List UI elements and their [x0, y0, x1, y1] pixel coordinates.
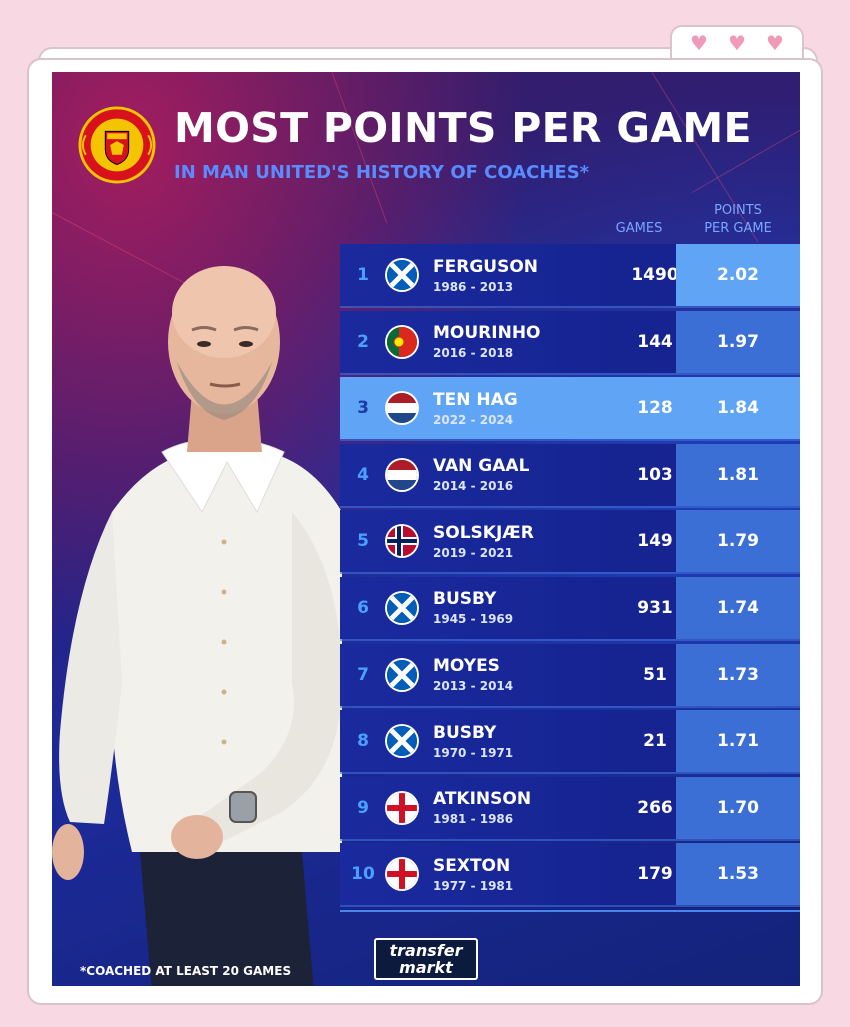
- heart-icon: ♥: [690, 31, 708, 55]
- coach-info: SEXTON 1977 - 1981: [433, 856, 613, 893]
- points-per-game: 1.73: [676, 643, 800, 706]
- column-header-line: PER GAME: [704, 221, 772, 236]
- games-count: 266: [637, 797, 673, 818]
- coach-years: 2013 - 2014: [433, 679, 514, 694]
- coach-ranking-table: 1 FERGUSON 1986 - 2013 1490 2.02 2 MOURINHO 201…: [340, 244, 800, 912]
- coach-info: TEN HAG 2022 - 2024: [433, 390, 613, 427]
- table-row: 2 MOURINHO 2016 - 2018 144 1.97: [340, 310, 800, 375]
- table-row: 10 SEXTON 1977 - 1981 179 1.53: [340, 843, 800, 908]
- rank-number: 7: [357, 664, 369, 685]
- coach-info: FERGUSON 1986 - 2013: [433, 257, 613, 294]
- table-row: 5 SOLSKJÆR 2019 - 2021 149 1.79: [340, 510, 800, 575]
- rank-number: 8: [357, 731, 369, 752]
- poster-title: MOST POINTS PER GAME: [174, 104, 752, 152]
- games-count: 931: [637, 597, 673, 618]
- heart-icon: ♥: [728, 31, 746, 55]
- points-per-game: 1.84: [676, 377, 800, 440]
- games-count: 103: [637, 464, 673, 485]
- footnote: *COACHED AT LEAST 20 GAMES: [80, 964, 292, 978]
- infographic-poster: MOST POINTS PER GAME IN MAN UNITED'S HIS…: [52, 72, 800, 986]
- coach-name: FERGUSON: [433, 256, 538, 277]
- coach-years: 2014 - 2016: [433, 479, 514, 494]
- logo-text: transfer: [389, 941, 463, 960]
- coach-info: MOYES 2013 - 2014: [433, 656, 613, 693]
- rank-number: 1: [357, 265, 369, 285]
- points-per-game: 1.79: [676, 510, 800, 573]
- netherlands-flag-icon: [387, 393, 417, 424]
- column-header-points-per-game: POINTS PER GAME: [692, 202, 784, 238]
- table-row: 4 VAN GAAL 2014 - 2016 103 1.81: [340, 443, 800, 508]
- coach-name: VAN GAAL: [433, 456, 530, 477]
- heart-icon: ♥: [766, 31, 784, 55]
- coach-info: MOURINHO 2016 - 2018: [433, 323, 613, 360]
- club-crest-icon: [78, 106, 156, 184]
- scotland-flag-icon: [387, 659, 417, 690]
- rank-number: 2: [357, 331, 369, 352]
- table-row: 1 FERGUSON 1986 - 2013 1490 2.02: [340, 244, 800, 308]
- rank-number: 6: [357, 597, 369, 618]
- coach-name: MOYES: [433, 656, 500, 677]
- coach-years: 2019 - 2021: [433, 545, 514, 560]
- points-per-game: 1.97: [676, 310, 800, 373]
- coach-photo: [52, 212, 352, 986]
- column-header-line: POINTS: [714, 203, 762, 218]
- games-count: 179: [637, 864, 673, 885]
- coach-years: 1986 - 2013: [433, 279, 514, 294]
- table-row: 3 TEN HAG 2022 - 2024 128 1.84: [340, 377, 800, 442]
- netherlands-flag-icon: [387, 459, 417, 490]
- table-row: 8 BUSBY 1970 - 1971 21 1.71: [340, 710, 800, 775]
- coach-years: 1945 - 1969: [433, 612, 514, 627]
- points-per-game: 1.71: [676, 710, 800, 773]
- table-row: 9 ATKINSON 1981 - 1986 266 1.70: [340, 776, 800, 841]
- points-per-game: 2.02: [676, 244, 800, 306]
- scotland-flag-icon: [387, 726, 417, 757]
- games-count: 144: [637, 331, 673, 352]
- scotland-flag-icon: [387, 592, 417, 623]
- coach-info: VAN GAAL 2014 - 2016: [433, 456, 613, 493]
- coach-years: 1977 - 1981: [433, 878, 514, 893]
- table-row: 7 MOYES 2013 - 2014 51 1.73: [340, 643, 800, 708]
- coach-years: 1970 - 1971: [433, 745, 514, 760]
- games-count: 1490: [631, 265, 679, 285]
- coach-name: ATKINSON: [433, 789, 532, 810]
- rank-number: 5: [357, 531, 369, 552]
- coach-name: MOURINHO: [433, 323, 541, 344]
- points-per-game: 1.53: [676, 843, 800, 906]
- games-count: 51: [643, 664, 667, 685]
- rank-number: 9: [357, 797, 369, 818]
- coach-name: SOLSKJÆR: [433, 522, 534, 543]
- rank-number: 3: [357, 398, 369, 419]
- england-flag-icon: [387, 792, 417, 823]
- coach-years: 1981 - 1986: [433, 812, 514, 827]
- table-divider: [340, 909, 800, 912]
- logo-text: markt: [399, 958, 453, 977]
- portugal-flag-icon: [387, 326, 417, 357]
- coach-years: 2016 - 2018: [433, 346, 514, 361]
- scotland-flag-icon: [387, 260, 417, 290]
- games-count: 128: [637, 398, 673, 419]
- norway-flag-icon: [387, 526, 417, 557]
- coach-name: BUSBY: [433, 722, 497, 743]
- coach-info: SOLSKJÆR 2019 - 2021: [433, 523, 613, 560]
- column-header-games: GAMES: [615, 221, 663, 236]
- rank-number: 4: [357, 464, 369, 485]
- poster-subtitle: IN MAN UNITED'S HISTORY OF COACHES*: [174, 162, 590, 183]
- games-count: 149: [637, 531, 673, 552]
- coach-info: BUSBY 1970 - 1971: [433, 723, 613, 760]
- points-per-game: 1.81: [676, 443, 800, 506]
- heart-tab: ♥ ♥ ♥: [670, 25, 804, 59]
- coach-name: TEN HAG: [433, 389, 518, 410]
- coach-info: BUSBY 1945 - 1969: [433, 589, 613, 626]
- coach-name: SEXTON: [433, 855, 511, 876]
- coach-name: BUSBY: [433, 589, 497, 610]
- table-row: 6 BUSBY 1945 - 1969 931 1.74: [340, 576, 800, 641]
- coach-info: ATKINSON 1981 - 1986: [433, 789, 613, 826]
- points-per-game: 1.70: [676, 776, 800, 839]
- games-count: 21: [643, 731, 667, 752]
- coach-years: 2022 - 2024: [433, 412, 514, 427]
- points-per-game: 1.74: [676, 576, 800, 639]
- rank-number: 10: [351, 864, 375, 885]
- england-flag-icon: [387, 859, 417, 890]
- transfermarkt-logo: transfer markt: [374, 938, 478, 980]
